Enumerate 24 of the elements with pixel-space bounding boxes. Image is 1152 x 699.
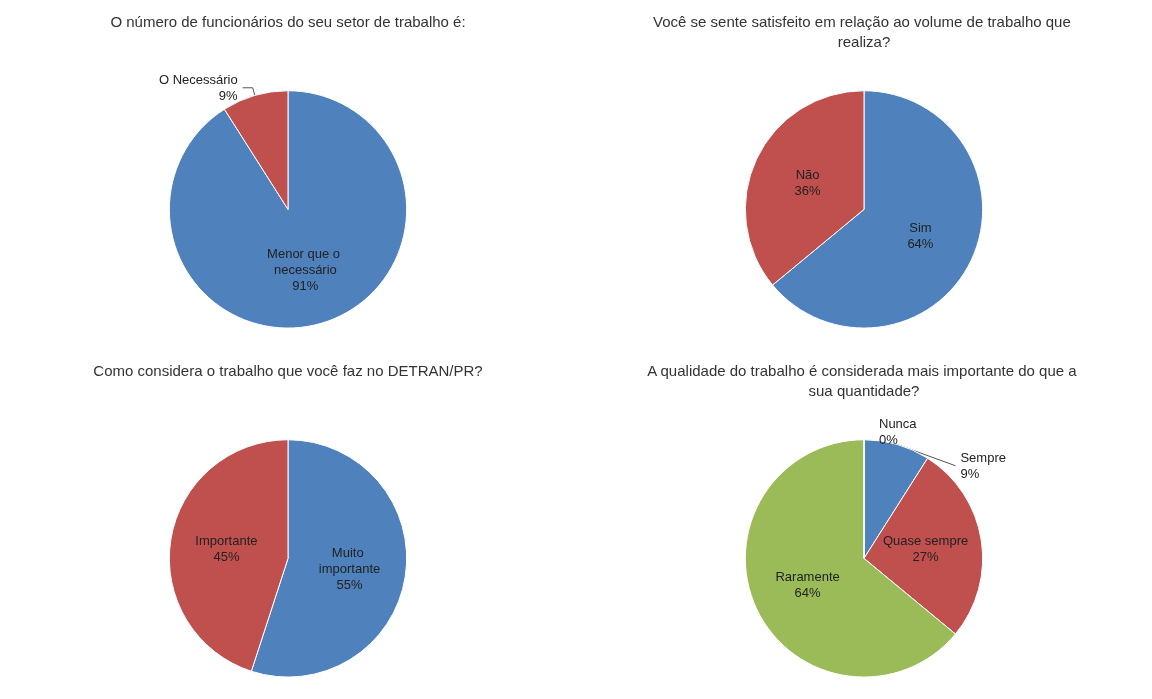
data-label: 36% — [794, 183, 822, 199]
slice-label: Sim — [909, 220, 932, 236]
slice-label: Quase sempre — [882, 533, 969, 549]
text: 0% — [879, 432, 898, 448]
data-label: 27% — [912, 549, 940, 565]
data-label: 91% — [292, 277, 319, 293]
chart-title: O número de funcionários do seu setor de trabalho é: — [110, 12, 466, 30]
data-label: 9% — [218, 88, 239, 104]
slice-label: Raramente — [775, 569, 840, 585]
slice-label: Menor que o necessário — [267, 245, 344, 277]
slice-label: Muito importante — [318, 544, 381, 576]
chart-title: A qualidade do trabalho é considerada mais importante do que a sua quantidade? — [647, 361, 1081, 399]
slice-label: O Necessário — [158, 72, 238, 88]
slice-label: Importante — [195, 533, 258, 549]
category-label: Nunca — [879, 416, 917, 432]
chart-title: Como considera o trabalho que você faz no DETRAN/PR? — [93, 361, 483, 379]
data-label: 45% — [213, 549, 240, 565]
slice-label: Não — [795, 167, 820, 183]
slice-label: Sempre — [960, 450, 1006, 466]
chart-title: Você se sente satisfeito em relação ao volume de trabalho que realiza? — [653, 12, 1075, 50]
data-label: 55% — [336, 576, 364, 592]
data-label: 9% — [960, 466, 980, 482]
data-label: 64% — [794, 585, 822, 601]
data-label: 64% — [907, 236, 934, 252]
